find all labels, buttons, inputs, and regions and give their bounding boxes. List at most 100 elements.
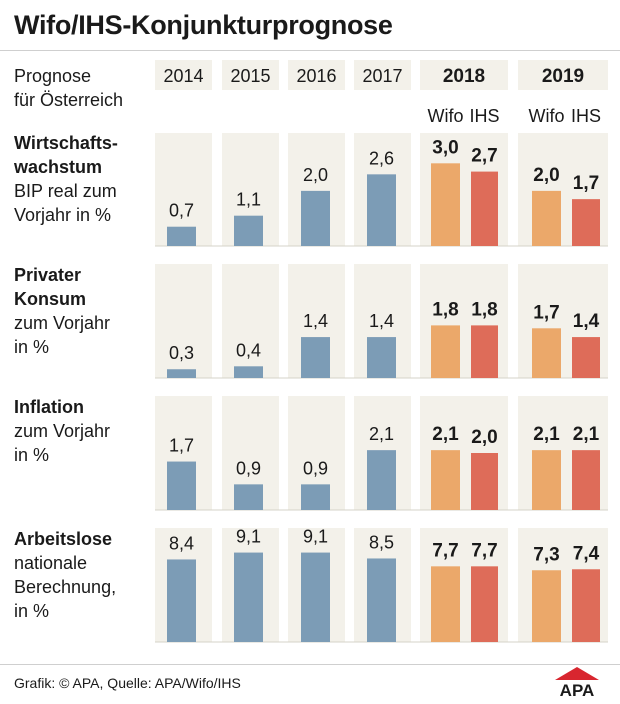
bar <box>301 484 330 510</box>
bar <box>471 325 498 378</box>
bar <box>572 569 600 642</box>
data-label: 9,1 <box>303 527 328 547</box>
bar <box>532 190 561 246</box>
bar <box>234 484 263 510</box>
data-label: 1,4 <box>303 311 328 331</box>
data-label: 0,9 <box>236 458 261 478</box>
row-label-arbeitslose: Arbeitslose nationale Berechnung, in % <box>14 527 116 623</box>
bar <box>301 190 330 246</box>
bar <box>234 366 263 378</box>
year-label: 2014 <box>163 66 203 86</box>
data-label: 0,3 <box>169 343 194 363</box>
data-label: 9,1 <box>236 527 261 547</box>
data-label: 1,4 <box>369 311 394 331</box>
bar <box>572 337 600 378</box>
row-label-line: Arbeitslose <box>14 529 113 549</box>
bar <box>234 215 263 246</box>
bar <box>431 163 460 246</box>
header-label-line: Prognose <box>14 66 92 86</box>
bar <box>301 337 330 378</box>
row-label-inflation: Inflation zum Vorjahr in % <box>14 395 110 467</box>
data-label: 8,4 <box>169 533 194 553</box>
header-label-line: für Österreich <box>14 90 124 110</box>
row-label-line: Vorjahr in % <box>14 205 112 225</box>
row-label-line: in % <box>14 337 50 357</box>
logo-text: APA <box>560 681 595 697</box>
bar <box>572 450 600 510</box>
data-label: 1,8 <box>471 299 497 320</box>
bar <box>532 570 561 642</box>
forecast-source-label: IHS <box>469 106 499 126</box>
data-label: 2,1 <box>369 424 394 444</box>
data-label: 1,4 <box>573 311 600 332</box>
row-label-line: BIP real zum <box>14 181 117 201</box>
year-header-cell <box>354 60 411 90</box>
bar <box>301 552 330 642</box>
bar <box>167 461 196 510</box>
year-header-cell <box>420 60 508 90</box>
row-label-line: zum Vorjahr <box>14 313 111 333</box>
source-credit: Grafik: © APA, Quelle: APA/Wifo/IHS <box>14 675 241 691</box>
bar <box>431 450 460 510</box>
row-label-line: zum Vorjahr <box>14 421 111 441</box>
bar <box>471 566 498 642</box>
year-header-cell <box>518 60 608 90</box>
chart-title: Wifo/IHS-Konjunkturprognose <box>14 10 393 40</box>
data-label: 1,7 <box>169 436 194 456</box>
row-label-konsum: Privater Konsum zum Vorjahr in % <box>14 263 110 359</box>
data-label: 7,3 <box>533 544 559 565</box>
data-label: 2,0 <box>471 427 497 448</box>
data-label: 2,0 <box>303 165 328 185</box>
data-label: 0,4 <box>236 340 261 360</box>
data-label: 1,7 <box>533 302 559 323</box>
forecast-year-label: 2019 <box>542 66 584 87</box>
row-label-line: wachstum <box>14 157 103 177</box>
bar <box>367 450 396 510</box>
data-label: 1,7 <box>573 173 599 194</box>
row-label-line: Inflation <box>14 397 84 417</box>
data-label: 2,1 <box>533 424 560 445</box>
year-header-cell <box>155 60 212 90</box>
row-label-line: Wirtschafts- <box>14 133 118 153</box>
row-label-line: in % <box>14 601 50 621</box>
data-label: 0,9 <box>303 458 328 478</box>
bar <box>367 174 396 246</box>
row-label-line: Berechnung, <box>14 577 117 597</box>
bar <box>167 369 196 378</box>
panel-background <box>155 264 212 378</box>
apa-logo: APA <box>555 667 599 697</box>
year-label: 2016 <box>296 66 336 86</box>
panel-background <box>222 264 279 378</box>
bar <box>167 226 196 246</box>
year-header-cell <box>222 60 279 90</box>
header-label: Prognose für Österreich <box>14 64 123 112</box>
bar <box>367 337 396 378</box>
bar <box>234 552 263 642</box>
forecast-source-label: Wifo <box>428 106 464 126</box>
data-label: 2,7 <box>471 146 497 167</box>
row-label-line: in % <box>14 445 50 465</box>
data-label: 7,7 <box>432 540 458 561</box>
bar <box>532 450 561 510</box>
row-label-wachstum: Wirtschafts- wachstum BIP real zum Vorja… <box>14 131 118 227</box>
bar <box>431 325 460 378</box>
bar <box>431 566 460 642</box>
data-label: 8,5 <box>369 532 394 552</box>
data-label: 7,7 <box>471 540 497 561</box>
forecast-year-label: 2018 <box>443 66 485 87</box>
bar <box>532 328 561 378</box>
row-label-line: Privater <box>14 265 82 285</box>
data-label: 1,1 <box>236 190 261 210</box>
data-label: 7,4 <box>573 543 600 564</box>
data-label: 2,1 <box>573 424 600 445</box>
row-label-line: Konsum <box>14 289 86 309</box>
forecast-source-label: Wifo <box>529 106 565 126</box>
forecast-source-label: IHS <box>571 106 601 126</box>
data-label: 2,0 <box>533 165 559 186</box>
bar <box>471 453 498 510</box>
data-label: 3,0 <box>432 137 458 158</box>
footer-rule <box>0 664 620 665</box>
bar <box>367 558 396 642</box>
year-header-cell <box>288 60 345 90</box>
